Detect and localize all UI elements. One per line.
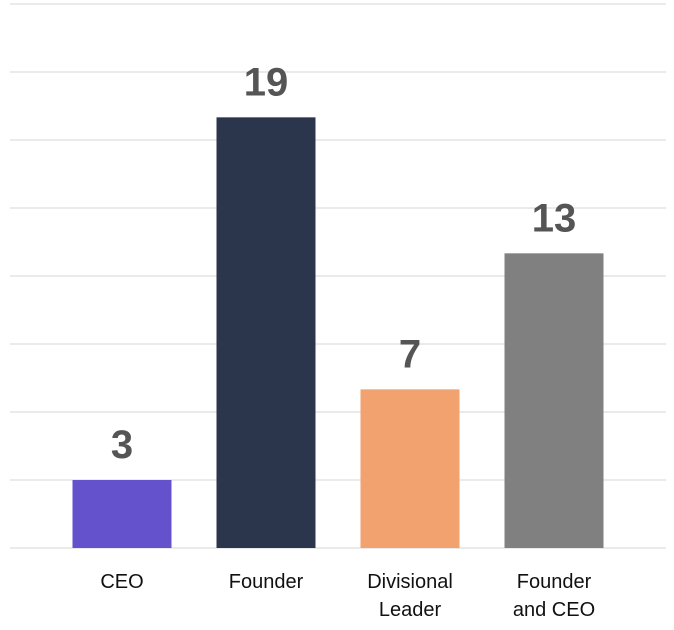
x-tick-label: CEO	[100, 571, 144, 593]
x-tick-label: Founder	[228, 571, 304, 593]
bar	[360, 389, 460, 548]
bar	[504, 253, 604, 549]
x-tick-label: Divisional Leader	[367, 571, 453, 621]
value-label: 13	[532, 196, 577, 240]
value-label: 3	[111, 423, 133, 467]
bar	[72, 480, 172, 548]
value-label: 7	[399, 332, 421, 376]
bar	[216, 117, 316, 548]
value-label: 19	[244, 60, 289, 104]
x-tick-label: Founder and CEO	[512, 571, 596, 621]
